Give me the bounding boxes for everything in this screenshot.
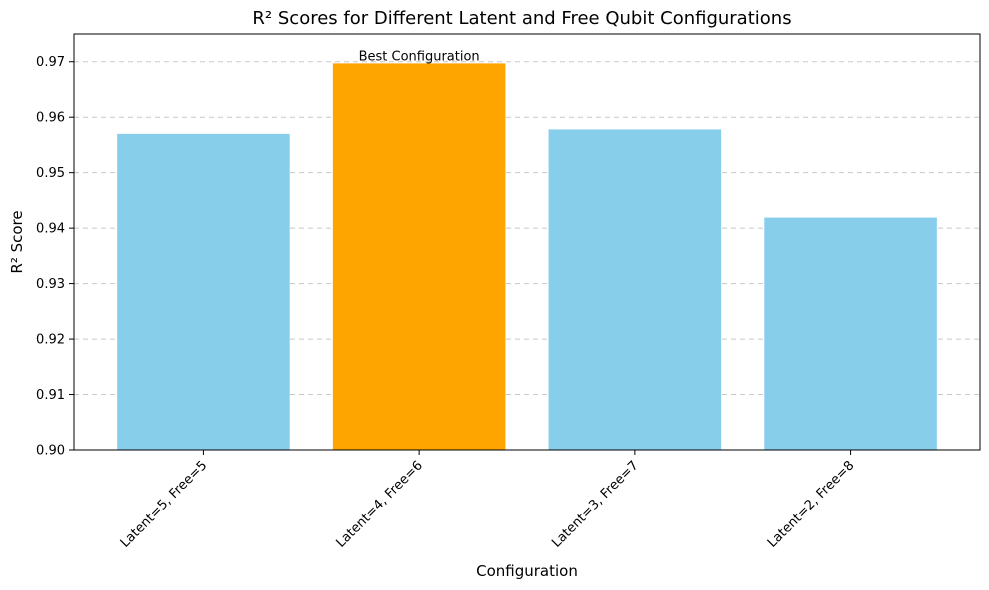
y-tick-label: 0.97 xyxy=(36,55,65,70)
chart-title: R² Scores for Different Latent and Free … xyxy=(252,8,791,29)
x-tick-label: Latent=5, Free=5 xyxy=(118,458,211,551)
bars: Best Configuration xyxy=(117,49,937,451)
y-tick-label: 0.94 xyxy=(36,222,65,237)
grid-lines xyxy=(74,61,980,396)
y-tick-label: 0.95 xyxy=(36,166,65,181)
bar xyxy=(117,133,290,450)
y-tick-label: 0.92 xyxy=(36,333,65,348)
y-axis-label: R² Score xyxy=(8,210,26,273)
plot-frame xyxy=(73,33,981,451)
x-axis-label: Configuration xyxy=(476,562,578,580)
bar xyxy=(548,129,722,451)
bar xyxy=(332,63,506,450)
x-tick-label: Latent=3, Free=7 xyxy=(549,458,642,551)
bar xyxy=(764,217,937,450)
y-tick-label: 0.96 xyxy=(36,111,65,126)
best-configuration-annotation: Best Configuration xyxy=(359,49,480,64)
y-tick-label: 0.93 xyxy=(36,277,65,292)
y-tick-label: 0.91 xyxy=(36,388,65,403)
y-tick-label: 0.90 xyxy=(36,444,65,459)
x-tick-label: Latent=4, Free=6 xyxy=(333,458,426,551)
x-tick-label: Latent=2, Free=8 xyxy=(765,458,858,551)
